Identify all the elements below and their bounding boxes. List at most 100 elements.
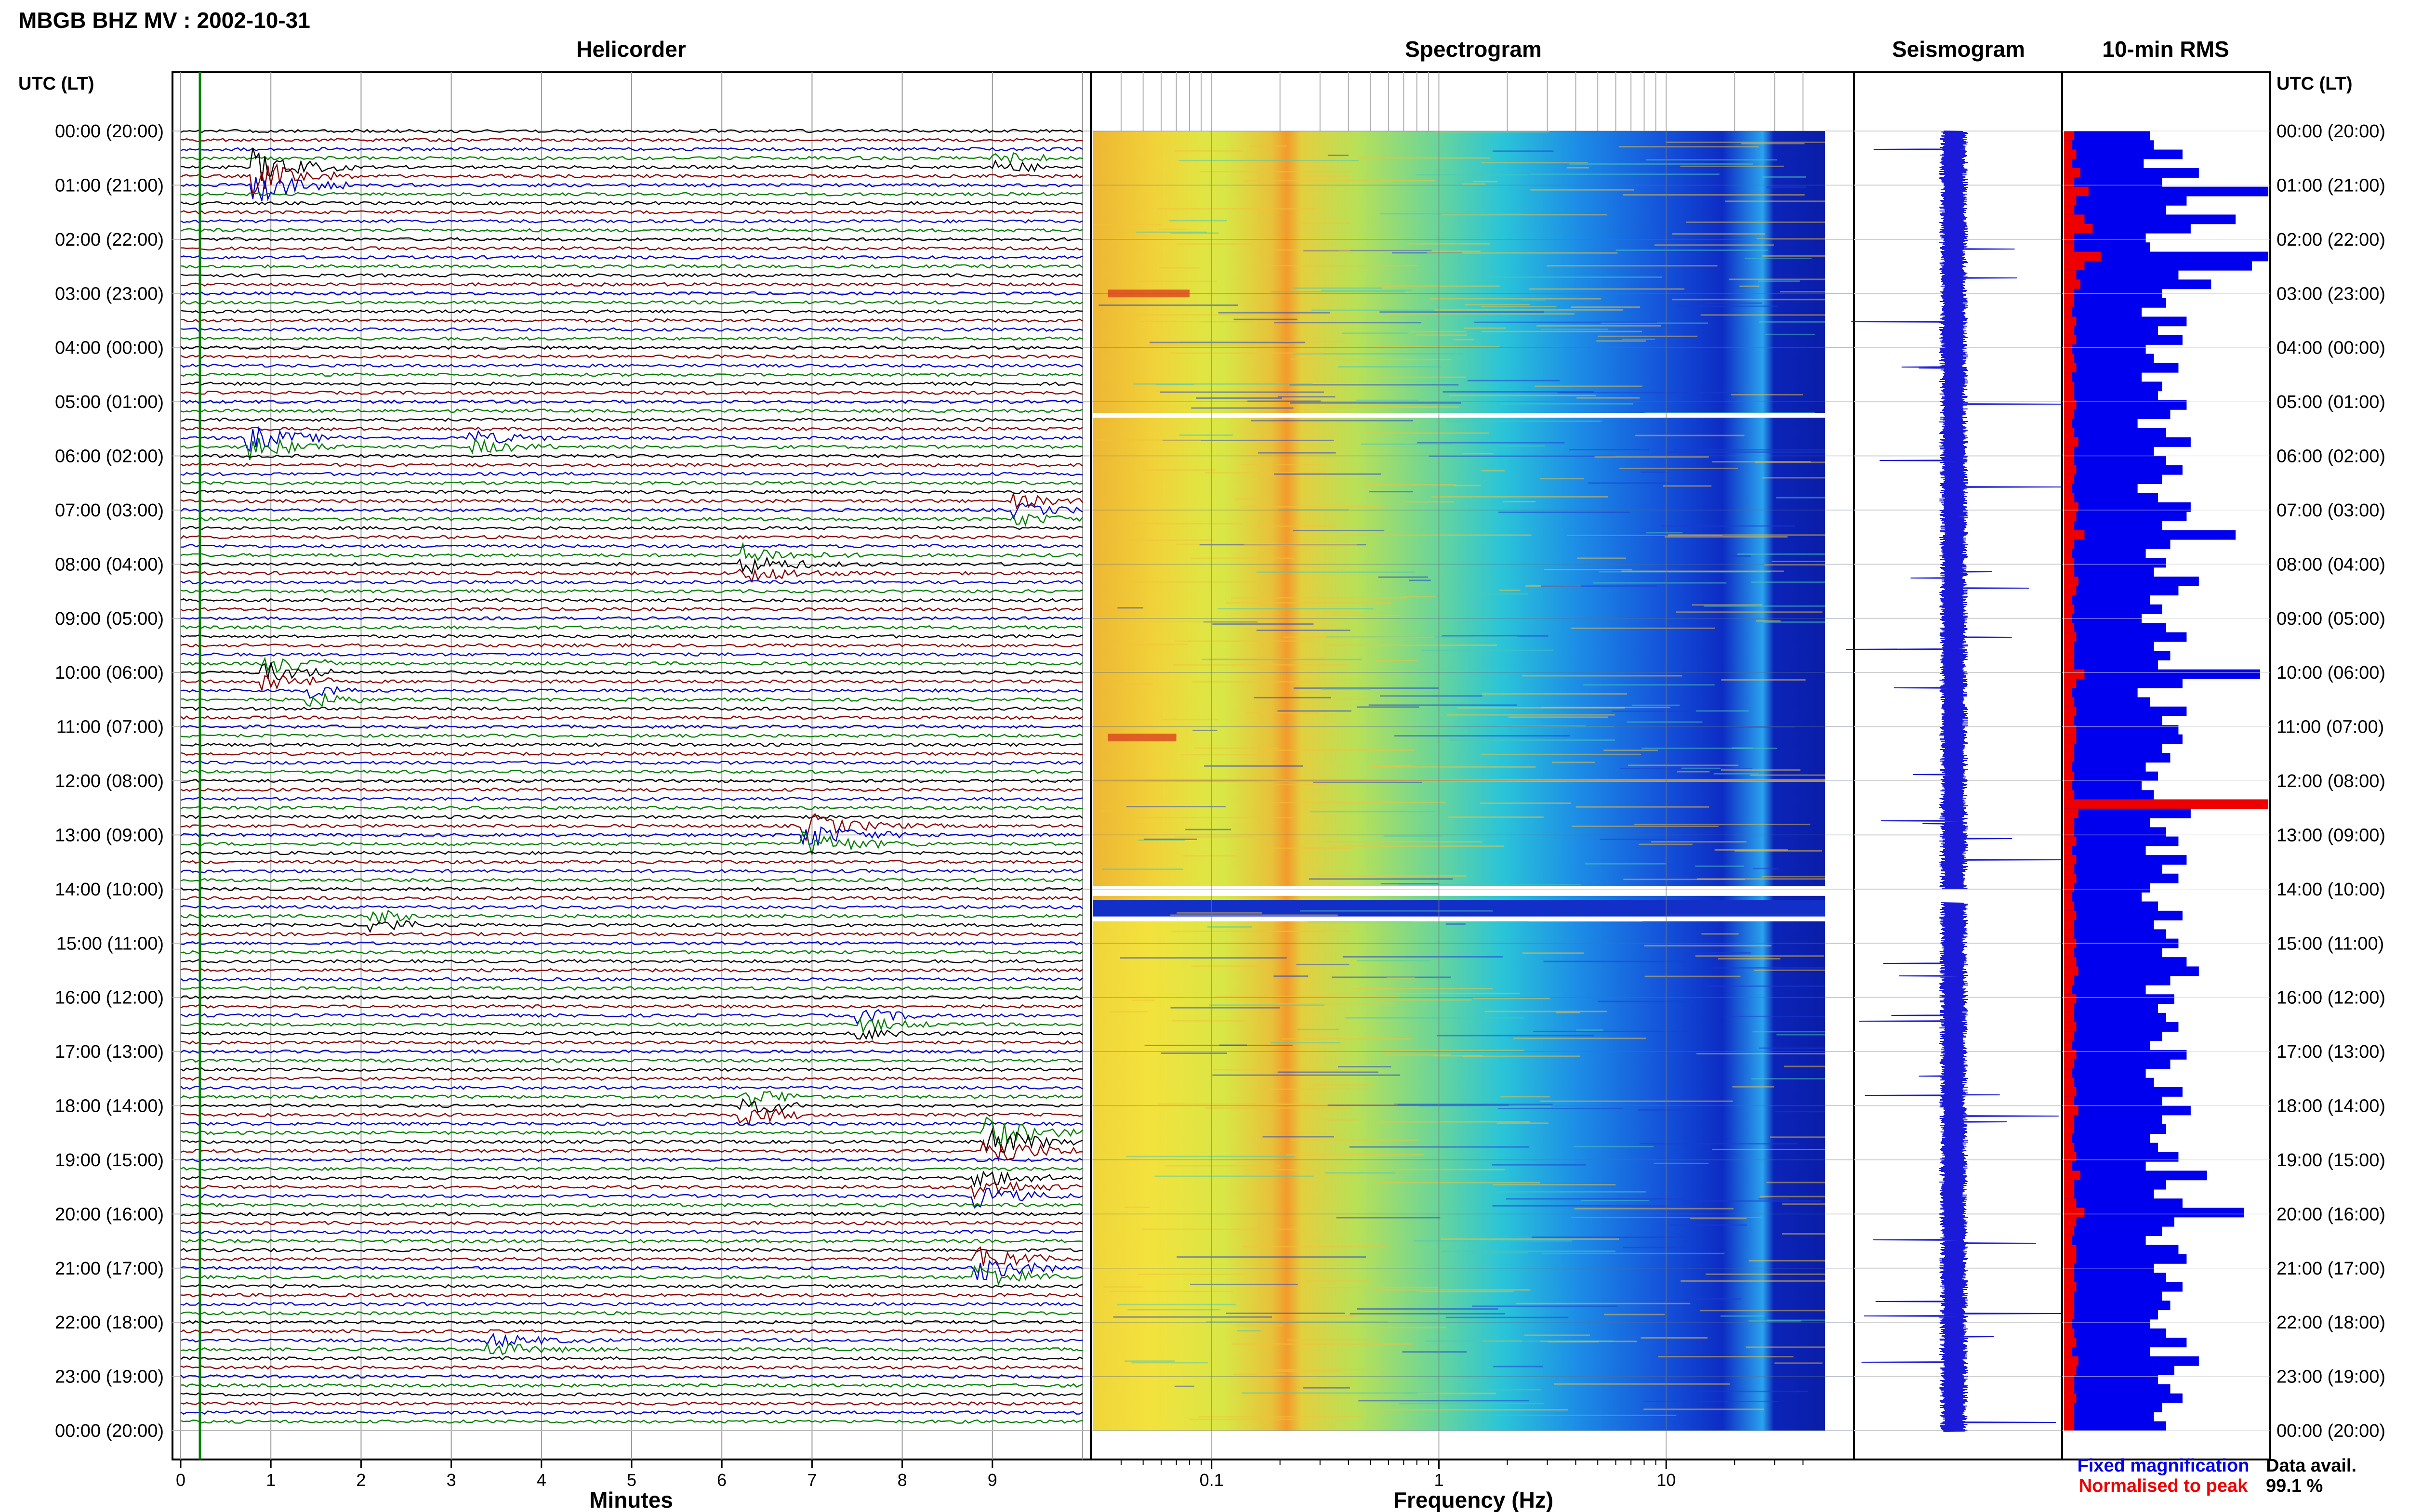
- rms-bar-fixed: [2064, 1022, 2179, 1032]
- rms-bar-normalised: [2064, 205, 2075, 215]
- spectrogram-white-line: [1093, 413, 1825, 418]
- time-label-right: 08:00 (04:00): [2277, 554, 2385, 575]
- rms-bar-fixed: [2064, 781, 2142, 790]
- spectrogram-streak: [1481, 305, 1557, 307]
- spectrogram-streak: [1297, 1028, 1339, 1030]
- time-label-left: 15:00 (11:00): [56, 933, 164, 954]
- spectrogram-streak: [1442, 635, 1549, 637]
- rms-bar-normalised: [2064, 1189, 2075, 1199]
- chart-title: MBGB BHZ MV : 2002-10-31: [18, 8, 310, 33]
- helicorder-trace-row: [180, 255, 1083, 260]
- time-label-right: 00:00 (20:00): [2277, 1421, 2385, 1441]
- spectrogram-streak: [1416, 334, 1468, 336]
- rms-bar-normalised: [2064, 1338, 2077, 1348]
- spectrogram-streak: [1622, 339, 1655, 341]
- spectrogram-streak: [1303, 1387, 1350, 1389]
- spectrogram-streak: [1255, 249, 1350, 251]
- helicorder-tick-label: 3: [447, 1470, 456, 1490]
- time-label-left: 05:00 (01:00): [55, 392, 164, 412]
- spectrogram-streak: [1162, 719, 1218, 721]
- spectrogram-streak: [1532, 1236, 1693, 1238]
- rms-bar-normalised: [2064, 474, 2075, 484]
- spectrogram-streak: [1574, 1208, 1734, 1210]
- helicorder-trace-row: [180, 1004, 1083, 1009]
- helicorder-trace-row: [180, 1284, 1083, 1288]
- spectrogram-streak: [1729, 278, 1825, 280]
- spectrogram-streak: [1741, 143, 1805, 145]
- spectrogram-streak: [1651, 841, 1747, 843]
- spectrogram-streak: [1290, 358, 1312, 360]
- spectrogram-streak: [1262, 1136, 1334, 1138]
- helicorder-trace-row: [180, 437, 1083, 460]
- spectrogram-streak: [1746, 1346, 1825, 1348]
- rms-bar-normalised: [2064, 1050, 2077, 1060]
- spectrogram-streak: [1706, 985, 1825, 987]
- spectrogram-streak: [1762, 255, 1825, 257]
- spectrogram-streak: [1725, 726, 1795, 728]
- spectrogram-streak: [1433, 1055, 1483, 1057]
- spectrogram-streak: [1113, 1316, 1272, 1318]
- spectrogram-streak: [1110, 1011, 1148, 1012]
- spectrogram-streak: [1384, 1050, 1524, 1052]
- spectrogram-streak: [1374, 999, 1472, 1001]
- rms-bar-normalised: [2064, 372, 2072, 382]
- rms-bar-normalised: [2064, 1180, 2075, 1190]
- spectrogram-streak: [1245, 712, 1320, 714]
- spectrogram-streak: [1149, 342, 1306, 343]
- spectrogram-streak: [1241, 464, 1325, 466]
- spectrogram-streak: [1497, 1107, 1623, 1109]
- helicorder-trace-row: [180, 1116, 1083, 1144]
- spectrogram-streak: [1297, 265, 1419, 267]
- helicorder-tick-label: 5: [627, 1470, 636, 1490]
- rms-bar-normalised: [2064, 1161, 2072, 1171]
- spectrogram-streak: [1753, 868, 1780, 869]
- spectrogram-streak: [1759, 321, 1825, 323]
- spectrogram-streak: [1627, 721, 1703, 723]
- rms-bar-fixed: [2064, 1245, 2179, 1255]
- spectrogram-streak: [1117, 607, 1143, 609]
- rms-bar-normalised: [2064, 261, 2085, 271]
- spectrogram-streak: [1695, 955, 1824, 957]
- helicorder-trace-row: [180, 1401, 1083, 1406]
- helicorder-trace-row: [180, 129, 1083, 133]
- spectrogram-streak: [1216, 996, 1398, 998]
- spectrogram-streak: [1763, 621, 1825, 623]
- time-label-left: 07:00 (03:00): [55, 500, 164, 521]
- helicorder-trace-row: [180, 318, 1083, 323]
- rms-bar-fixed: [2064, 577, 2199, 586]
- spectrogram-streak: [1427, 252, 1618, 254]
- spectrogram-streak: [1402, 501, 1455, 503]
- rms-bar-fixed: [2064, 1310, 2158, 1320]
- spectrogram-streak: [1654, 244, 1774, 246]
- rms-bar-normalised: [2064, 706, 2077, 716]
- rms-bar-fixed: [2064, 428, 2166, 438]
- spectrogram-streak: [1172, 1020, 1246, 1022]
- time-label-right: 00:00 (20:00): [2277, 121, 2385, 142]
- spectrogram-streak: [1356, 399, 1418, 401]
- spectrogram-xlabel: Frequency (Hz): [1393, 1487, 1553, 1512]
- spectrogram-streak: [1250, 145, 1287, 147]
- time-label-right: 13:00 (09:00): [2277, 825, 2385, 845]
- spectrogram-streak: [1583, 684, 1715, 686]
- rms-bar-fixed: [2064, 808, 2191, 818]
- rms-bar-normalised: [2064, 307, 2072, 317]
- helicorder-trace-row: [180, 1098, 1083, 1113]
- rms-bar-normalised: [2064, 753, 2075, 763]
- spectrogram-streak: [1154, 1175, 1314, 1177]
- spectrogram-streak: [1332, 615, 1401, 617]
- spectrogram-streak: [1721, 769, 1800, 771]
- spectrogram-streak: [1226, 1312, 1345, 1314]
- helicorder-trace-row: [180, 1383, 1083, 1388]
- spectrogram-streak: [1192, 681, 1312, 683]
- spectrogram-streak: [1233, 318, 1297, 320]
- spectrogram-streak: [1446, 421, 1602, 422]
- time-label-right: 04:00 (00:00): [2277, 338, 2385, 358]
- rms-bar-fixed: [2064, 669, 2261, 679]
- rms-bar-normalised: [2064, 1236, 2072, 1246]
- spectrogram-streak: [1543, 960, 1692, 962]
- spectrogram-streak: [1492, 1164, 1586, 1166]
- helicorder-trace-row: [180, 742, 1083, 747]
- spectrogram-streak: [1148, 344, 1289, 346]
- rms-bar-fixed: [2064, 706, 2187, 716]
- spectrogram-streak: [1712, 1148, 1825, 1150]
